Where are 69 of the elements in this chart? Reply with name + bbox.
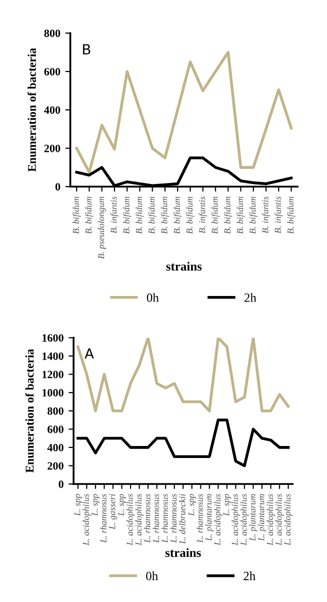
annotation: B [83, 44, 90, 54]
x-axis-title: strains [165, 548, 201, 557]
x-tick-label: B. pseudolongum [98, 196, 106, 259]
x-tick-label: L. plantarum [249, 494, 258, 541]
line-series [76, 338, 290, 412]
x-tick-label: L. plantarum [205, 494, 214, 541]
y-tick-label: 1200 [42, 370, 64, 378]
x-tick-label: L. rhamnosus [196, 494, 203, 543]
x-tick-label: L. spp [118, 494, 126, 516]
x-tick-label: L. delbrueckii [179, 494, 186, 544]
x-tick-label: L. acidophilus [275, 494, 284, 546]
x-tick-label: L. acidophilus [126, 494, 135, 546]
x-tick-label: L. gasseri [109, 494, 118, 530]
x-tick-label: L. plantarum [258, 494, 266, 541]
x-tick-label: B. bifidum [148, 196, 157, 234]
y-tick-label: 600 [48, 426, 64, 434]
y-tick-label: 600 [44, 68, 60, 76]
x-tick-label: B. bifidum [236, 196, 245, 234]
x-tick-label: L. acidophilus [214, 494, 222, 546]
x-tick-label: L. acidophilus [232, 494, 240, 546]
annotation: A [84, 348, 94, 359]
y-tick-label: 400 [44, 106, 60, 114]
x-tick-label: B. bifidum [224, 196, 232, 234]
x-tick-label: L. acidophilus [284, 494, 292, 546]
x-tick-label: L. spp [223, 494, 232, 516]
x-tick-label: L. rhamnosus [170, 494, 177, 543]
x-tick-label: L. acidophilus [135, 494, 144, 546]
x-tick-label: L. acidophilus [82, 494, 91, 546]
legend-label: 2h [244, 571, 256, 580]
y-tick-label: 1600 [42, 334, 64, 342]
x-tick-label: B. bifidum [249, 196, 258, 234]
x-tick-label: L. rhamnosus [100, 494, 107, 543]
x-tick-label: B. bifidum [186, 196, 194, 234]
x-tick-label: B. bifidum [85, 196, 94, 234]
legend-label: 0h [146, 571, 158, 580]
legend-label: 2h [244, 293, 256, 302]
y-tick-label: 0 [58, 480, 64, 488]
x-tick-label: B. bifidum [160, 196, 170, 234]
x-tick-label: B. infantis [198, 196, 208, 234]
x-tick-label: B. bifidum [287, 196, 296, 234]
x-axis-title: strains [166, 262, 202, 271]
x-tick-label: B. infantis [110, 196, 119, 234]
x-tick-label: B. bifidum [72, 196, 81, 234]
x-tick-label: B. bifidum [136, 196, 144, 234]
line-series [76, 418, 290, 468]
y-tick-label: 800 [48, 407, 64, 415]
y-tick-label: 800 [44, 30, 60, 38]
x-tick-label: L. spp [92, 494, 100, 516]
x-tick-label: L. rhamnosus [144, 494, 150, 543]
x-tick-label: L. acidophilus [240, 494, 249, 546]
x-tick-label: L. rhamnosus [152, 494, 160, 543]
legend-label: 0h [146, 293, 159, 302]
y-tick-label: 0 [55, 183, 60, 191]
x-tick-label: B. infantis [274, 196, 283, 234]
x-tick-label: L. spp [74, 494, 82, 516]
y-tick-label: 1000 [42, 389, 64, 397]
x-tick-label: L. acidophilus [266, 494, 275, 546]
y-axis-title: Enumeration of bacteria [28, 48, 36, 172]
x-tick-label: B. infantis [262, 196, 270, 234]
x-tick-label: B. bifidum [122, 196, 132, 234]
y-tick-label: 400 [47, 444, 64, 452]
x-tick-label: B. bifidum [211, 196, 220, 234]
y-tick-label: 200 [44, 144, 60, 152]
x-tick-label: B. bifidum [173, 196, 182, 234]
y-axis-title: Enumeration of bacteria [25, 349, 34, 473]
y-tick-label: 1400 [42, 352, 64, 360]
y-tick-label: 200 [48, 462, 64, 470]
x-tick-label: L. rhamnosus [162, 494, 168, 543]
x-tick-label: L. spp [188, 494, 196, 516]
